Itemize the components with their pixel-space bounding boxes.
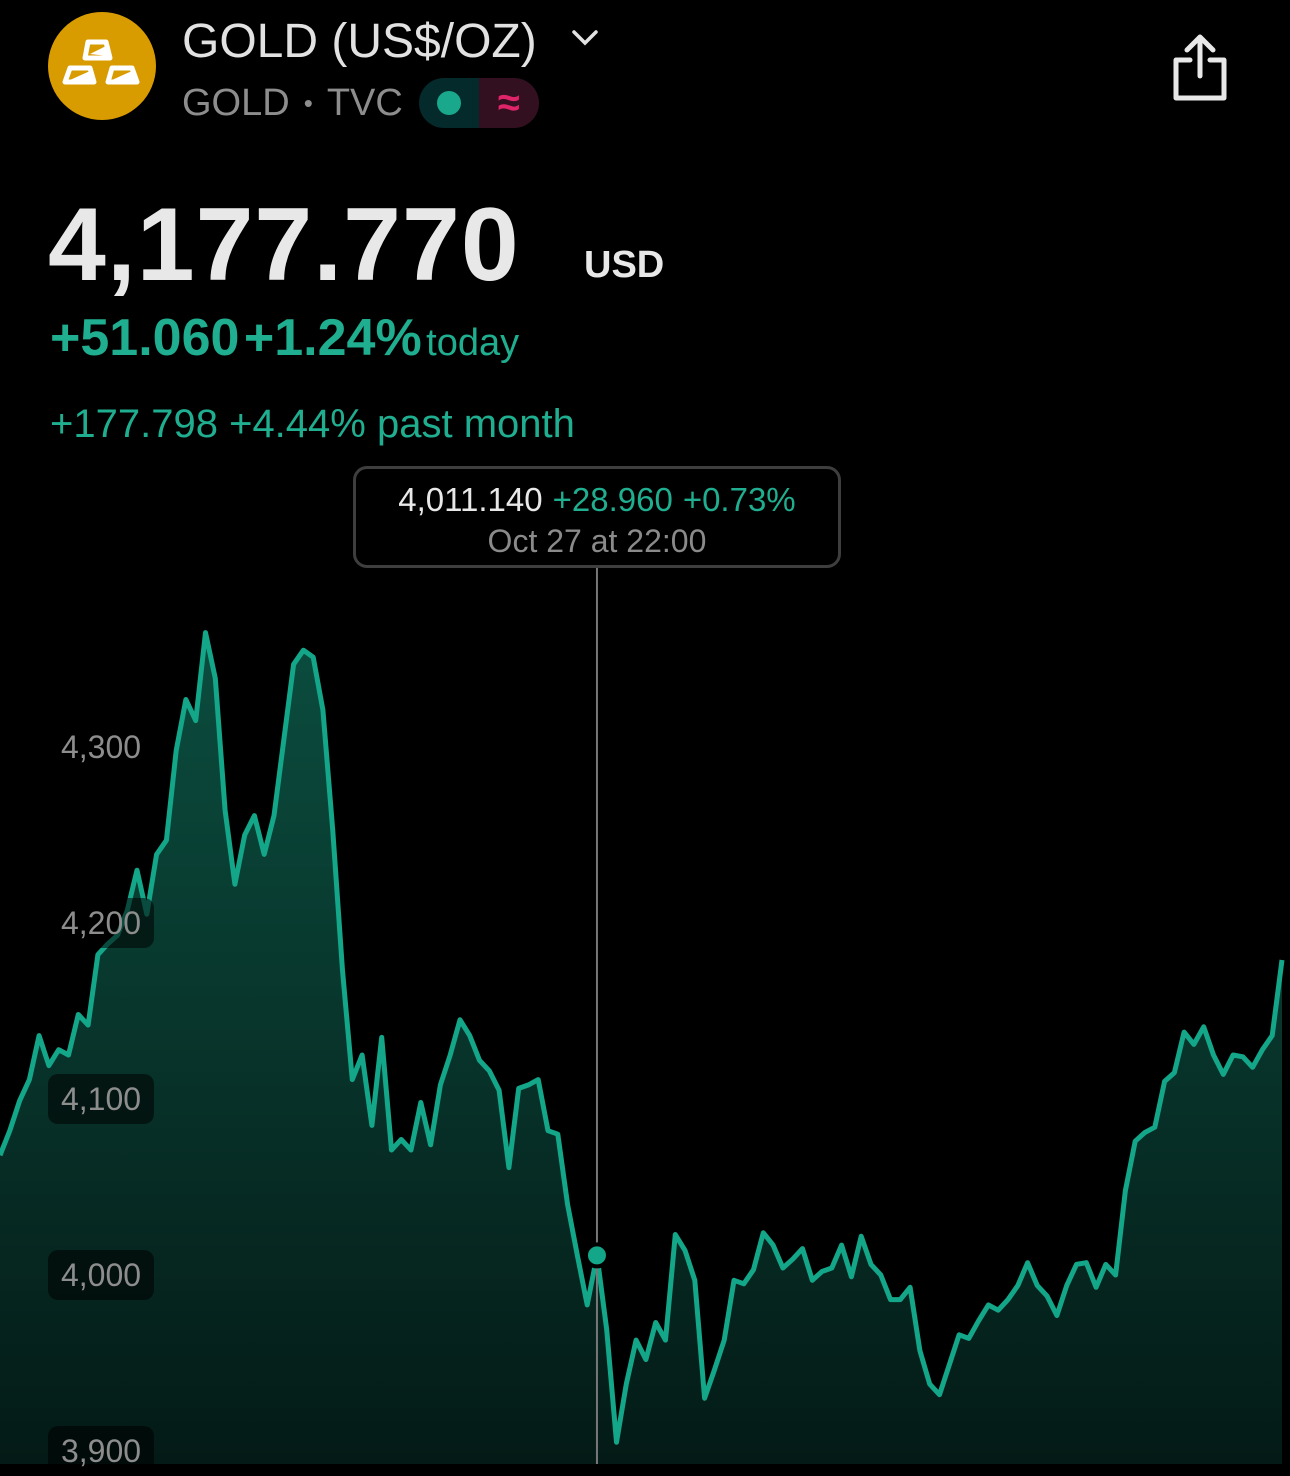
separator: • xyxy=(303,87,313,118)
tooltip-time: Oct 27 at 22:00 xyxy=(487,523,707,559)
month-change: +177.798 +4.44% past month xyxy=(50,402,575,447)
today-change-percent: +1.24% xyxy=(243,309,422,367)
y-tick-label: 4,300 xyxy=(60,729,142,765)
share-icon[interactable] xyxy=(1168,32,1232,104)
today-change-value: +51.060 xyxy=(50,309,240,367)
month-label: past month xyxy=(376,402,575,446)
tooltip-percent: +0.73% xyxy=(682,481,796,518)
cursor-point[interactable] xyxy=(583,1242,610,1269)
y-tick-label: 4,200 xyxy=(48,898,154,948)
chevron-down-icon[interactable] xyxy=(570,26,600,50)
today-change: +51.060 +1.24% today xyxy=(50,308,519,368)
month-change-value: +177.798 xyxy=(50,402,218,446)
exchange: TVC xyxy=(326,81,403,124)
chart-tooltip: 4,011.140 +28.960 +0.73% Oct 27 at 22:00 xyxy=(352,466,841,568)
price-line xyxy=(0,630,1285,1445)
current-price: 4,177.770 xyxy=(48,187,520,303)
y-tick-label: 3,900 xyxy=(48,1426,154,1476)
y-tick-label: 4,100 xyxy=(48,1074,154,1124)
today-label: today xyxy=(426,322,520,364)
price-area xyxy=(0,632,1282,1464)
month-change-percent: +4.44% xyxy=(229,402,366,446)
y-tick-label: 4,000 xyxy=(48,1250,154,1300)
tooltip-value: 4,011.140 xyxy=(398,481,543,518)
instrument-title[interactable]: GOLD (US$/OZ) xyxy=(182,15,537,68)
tooltip-change: +28.960 xyxy=(552,481,673,518)
market-status-badge[interactable]: ≈ xyxy=(418,78,539,128)
instrument-subtitle: GOLD • TVC ≈ xyxy=(182,78,539,128)
status-dot-icon xyxy=(436,91,461,115)
gold-bars-icon xyxy=(48,12,156,120)
approx-icon: ≈ xyxy=(478,78,539,128)
symbol: GOLD xyxy=(182,81,290,124)
currency: USD xyxy=(584,244,665,286)
